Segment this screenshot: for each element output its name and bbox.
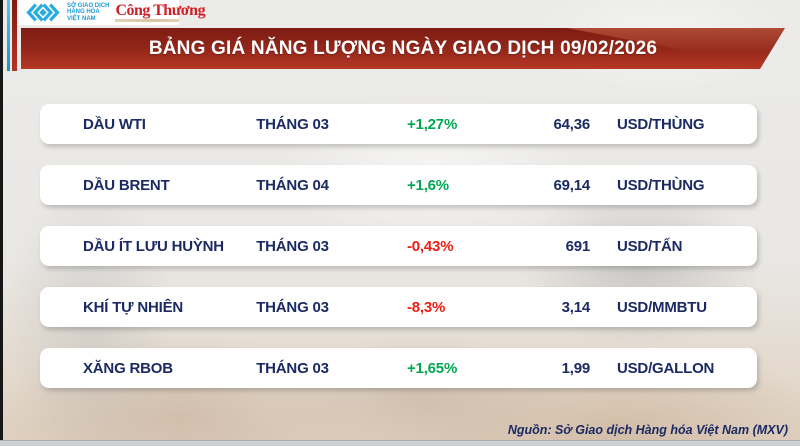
commodity-name: KHÍ TỰ NHIÊN xyxy=(83,298,184,316)
price-unit: USD/TẤN xyxy=(617,237,683,255)
contract-month: THÁNG 03 xyxy=(256,237,329,255)
commodity-name: XĂNG RBOB xyxy=(83,359,173,377)
congthuong-logo: Công Thương xyxy=(115,2,206,22)
title-banner: BẢNG GIÁ NĂNG LƯỢNG NGÀY GIAO DỊCH 09/02… xyxy=(21,28,785,69)
accent-strip-cyan xyxy=(7,0,10,71)
mxv-logo-line: HÀNG HÓA xyxy=(67,9,100,16)
mxv-logo-icon xyxy=(26,3,60,22)
contract-month: THÁNG 03 xyxy=(256,115,329,133)
mxv-logo-text: SỞ GIAO DỊCH HÀNG HÓA VIỆT NAM xyxy=(67,3,109,23)
percent-change: +1,6% xyxy=(407,176,449,194)
page-title: BẢNG GIÁ NĂNG LƯỢNG NGÀY GIAO DỊCH 09/02… xyxy=(148,37,658,59)
commodity-name: DẦU WTI xyxy=(83,115,146,133)
percent-change: -8,3% xyxy=(407,298,446,316)
table-row: KHÍ TỰ NHIÊN THÁNG 03 -8,3% 3,14 USD/MMB… xyxy=(40,287,757,327)
price-value: 691 xyxy=(565,237,591,255)
contract-month: THÁNG 03 xyxy=(256,298,329,316)
congthuong-wordmark: Công Thương xyxy=(115,2,206,19)
percent-change: -0,43% xyxy=(407,237,454,255)
table-row: DẦU WTI THÁNG 03 +1,27% 64,36 USD/THÙNG xyxy=(40,104,757,144)
accent-strip-red xyxy=(12,0,17,71)
price-unit: USD/THÙNG xyxy=(617,176,705,194)
price-table: DẦU WTI THÁNG 03 +1,27% 64,36 USD/THÙNG … xyxy=(40,104,757,409)
price-value: 3,14 xyxy=(561,298,591,316)
mxv-logo-line: VIỆT NAM xyxy=(67,15,96,22)
mxv-logo-line: SỞ GIAO DỊCH xyxy=(67,2,110,9)
contract-month: THÁNG 04 xyxy=(256,176,329,194)
price-value: 64,36 xyxy=(553,115,590,133)
commodity-name: DẦU BRENT xyxy=(83,176,170,194)
table-row: DẦU BRENT THÁNG 04 +1,6% 69,14 USD/THÙNG xyxy=(40,165,757,205)
logo-bar: SỞ GIAO DỊCH HÀNG HÓA VIỆT NAM Công Thươ… xyxy=(19,0,206,25)
price-unit: USD/GALLON xyxy=(617,359,715,377)
congthuong-tagline-strip xyxy=(115,19,180,22)
table-row: XĂNG RBOB THÁNG 03 +1,65% 1,99 USD/GALLO… xyxy=(40,348,757,388)
price-value: 1,99 xyxy=(561,359,591,377)
source-note: Nguồn: Sở Giao dịch Hàng hóa Việt Nam (M… xyxy=(507,423,788,437)
left-edge-line xyxy=(0,0,3,446)
percent-change: +1,27% xyxy=(407,115,458,133)
price-value: 69,14 xyxy=(553,176,590,194)
bottom-strip xyxy=(0,441,800,446)
commodity-name: DẦU ÍT LƯU HUỲNH xyxy=(83,237,224,255)
table-row: DẦU ÍT LƯU HUỲNH THÁNG 03 -0,43% 691 USD… xyxy=(40,226,757,266)
percent-change: +1,65% xyxy=(407,359,458,377)
price-unit: USD/THÙNG xyxy=(617,115,705,133)
price-unit: USD/MMBTU xyxy=(617,298,707,316)
contract-month: THÁNG 03 xyxy=(256,359,329,377)
